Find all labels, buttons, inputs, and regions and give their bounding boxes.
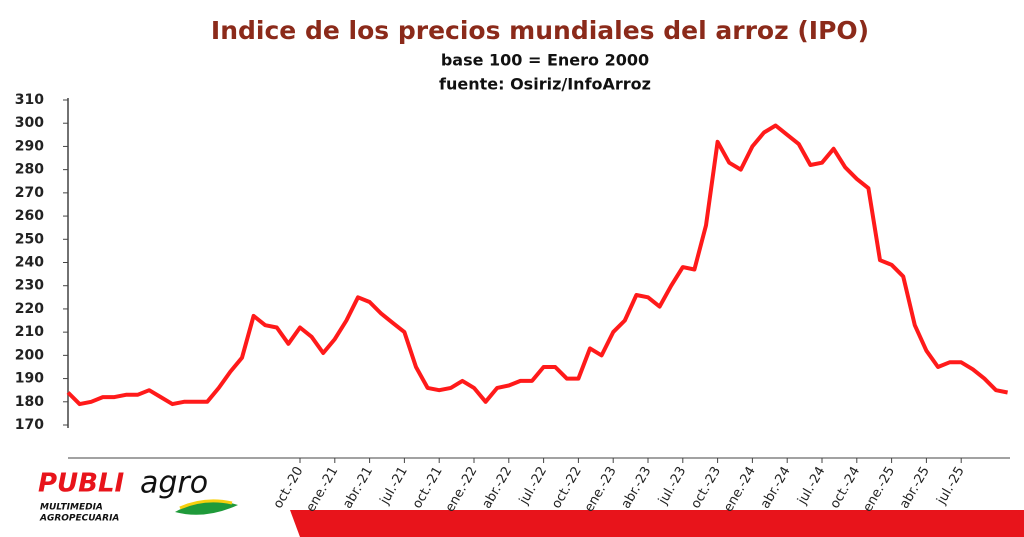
y-tick-label: 210 (15, 324, 44, 340)
data-line (66, 123, 1008, 407)
y-tick-label: 230 (15, 278, 44, 294)
logo-tagline: MULTIMEDIA (40, 503, 103, 513)
y-tick-label: 220 (15, 301, 44, 317)
y-tick-label: 270 (15, 185, 44, 201)
logo: PUBLI agro MULTIMEDIA AGROPECUARIA (38, 466, 238, 524)
y-tick-label: 170 (15, 417, 44, 433)
chart-source: fuente: Osiriz/InfoArroz (439, 75, 651, 94)
y-tick-label: 180 (15, 394, 44, 410)
y-tick-label: 240 (15, 255, 44, 271)
y-tick-label: 190 (15, 371, 44, 387)
logo-brand: agro (140, 466, 208, 501)
chart-title: Indice de los precios mundiales del arro… (211, 16, 869, 45)
logo-brand: PUBLI (38, 469, 125, 499)
chart-subtitle: base 100 = Enero 2000 (441, 51, 649, 70)
logo-tagline: AGROPECUARIA (39, 514, 119, 524)
y-tick-label: 300 (15, 115, 44, 131)
y-tick-label: 290 (15, 138, 44, 154)
y-tick-label: 250 (15, 231, 44, 247)
red-band (290, 510, 1024, 537)
y-tick-label: 310 (15, 92, 44, 108)
y-tick-label: 260 (15, 208, 44, 224)
logo-leaf (175, 501, 238, 515)
y-tick-label: 200 (15, 347, 44, 363)
y-tick-label: 280 (15, 162, 44, 178)
logo-stripe (179, 499, 233, 510)
